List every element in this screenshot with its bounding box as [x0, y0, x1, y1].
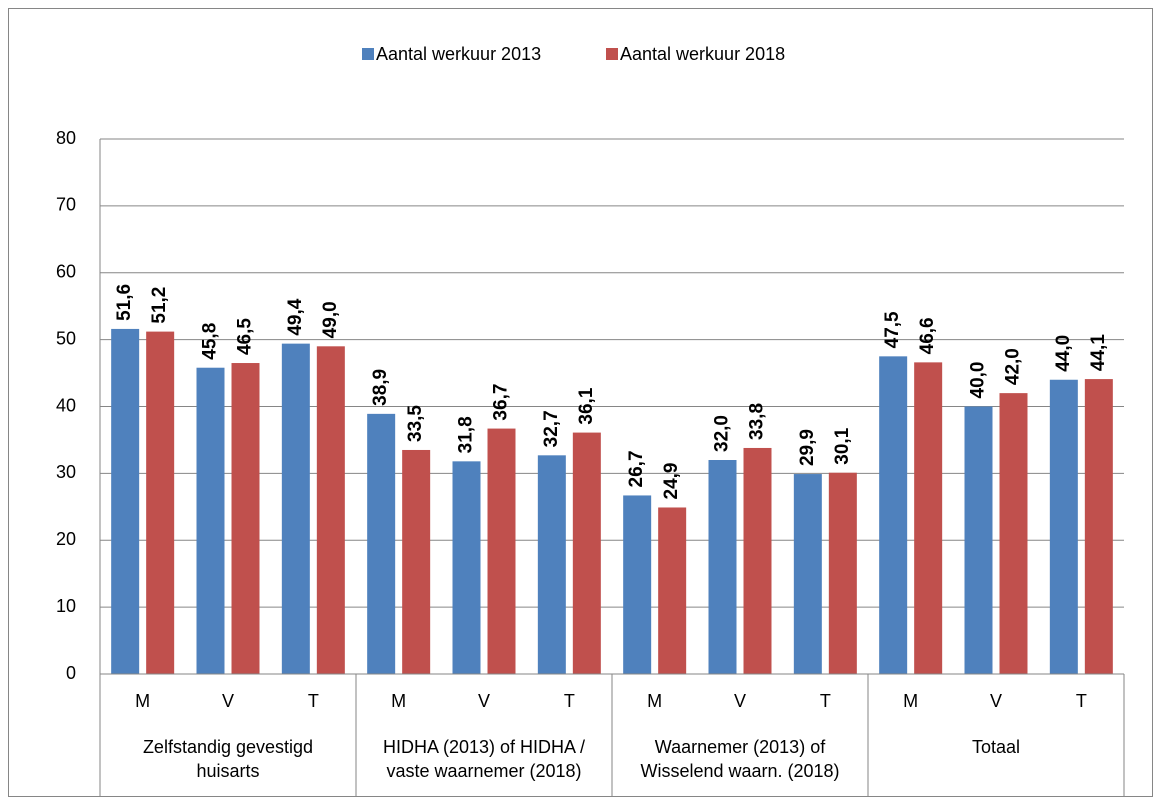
bar: [1084, 379, 1113, 674]
value-label: 46,5: [235, 318, 256, 355]
value-label: 44,1: [1088, 334, 1109, 371]
x-tick-label: T: [564, 691, 575, 711]
bar: [537, 455, 566, 674]
group-label: huisarts: [196, 761, 259, 781]
y-tick-label: 60: [56, 262, 76, 282]
value-label: 30,1: [832, 427, 853, 464]
x-tick-label: V: [222, 691, 234, 711]
x-tick-label: M: [647, 691, 662, 711]
group-label: HIDHA (2013) of HIDHA /: [383, 737, 585, 757]
value-label: 26,7: [626, 450, 647, 487]
value-label: 24,9: [661, 462, 682, 499]
value-label: 51,6: [114, 284, 135, 321]
x-tick-label: V: [734, 691, 746, 711]
bar: [281, 343, 310, 674]
group-label: vaste waarnemer (2018): [386, 761, 581, 781]
value-label: 31,8: [456, 416, 477, 453]
y-tick-label: 50: [56, 328, 76, 348]
value-label: 33,8: [747, 403, 768, 440]
bar: [623, 495, 652, 674]
value-label: 36,1: [576, 387, 597, 424]
y-tick-label: 80: [56, 128, 76, 148]
bar: [743, 447, 772, 674]
value-label: 42,0: [1003, 348, 1024, 385]
x-tick-label: T: [820, 691, 831, 711]
x-tick-label: V: [990, 691, 1002, 711]
x-tick-label: V: [478, 691, 490, 711]
y-tick-label: 70: [56, 195, 76, 215]
value-label: 51,2: [149, 287, 170, 324]
legend-swatch: [362, 48, 374, 60]
y-tick-label: 10: [56, 596, 76, 616]
value-label: 38,9: [370, 369, 391, 406]
bar: [964, 406, 993, 674]
bar: [231, 363, 260, 674]
bar: [828, 472, 857, 674]
bar: [879, 356, 908, 674]
y-tick-label: 0: [66, 663, 76, 683]
x-tick-label: T: [1076, 691, 1087, 711]
value-label: 45,8: [200, 323, 221, 360]
value-label: 40,0: [968, 362, 989, 399]
value-label: 36,7: [491, 384, 512, 421]
group-label: Zelfstandig gevestigd: [143, 737, 313, 757]
bar: [914, 362, 943, 674]
value-label: 44,0: [1053, 335, 1074, 372]
bar: [402, 449, 431, 674]
bar: [793, 474, 822, 674]
group-label: Waarnemer (2013) of: [655, 737, 826, 757]
bar: [1049, 379, 1078, 674]
bar: [196, 367, 225, 674]
bar: [658, 507, 687, 674]
value-label: 29,9: [797, 429, 818, 466]
bar: [487, 428, 516, 674]
bar: [367, 413, 396, 674]
value-label: 33,5: [405, 405, 426, 442]
value-label: 49,0: [320, 301, 341, 338]
bar: [708, 460, 737, 674]
value-label: 49,4: [285, 298, 306, 335]
value-label: 47,5: [882, 311, 903, 348]
bar: [111, 328, 140, 674]
bar: [316, 346, 345, 674]
legend-label: Aantal werkuur 2013: [376, 44, 541, 64]
group-label: Wisselend waarn. (2018): [640, 761, 839, 781]
bar: [999, 393, 1028, 674]
legend-swatch: [606, 48, 618, 60]
x-tick-label: M: [391, 691, 406, 711]
y-tick-label: 30: [56, 462, 76, 482]
legend-label: Aantal werkuur 2018: [620, 44, 785, 64]
x-tick-label: M: [903, 691, 918, 711]
group-label: Totaal: [972, 737, 1020, 757]
value-label: 46,6: [917, 317, 938, 354]
x-tick-label: T: [308, 691, 319, 711]
bar: [572, 432, 601, 674]
y-tick-label: 20: [56, 529, 76, 549]
value-label: 32,7: [541, 410, 562, 447]
y-tick-label: 40: [56, 395, 76, 415]
bar: [452, 461, 481, 674]
x-tick-label: M: [135, 691, 150, 711]
bar: [146, 331, 175, 674]
value-label: 32,0: [712, 415, 733, 452]
